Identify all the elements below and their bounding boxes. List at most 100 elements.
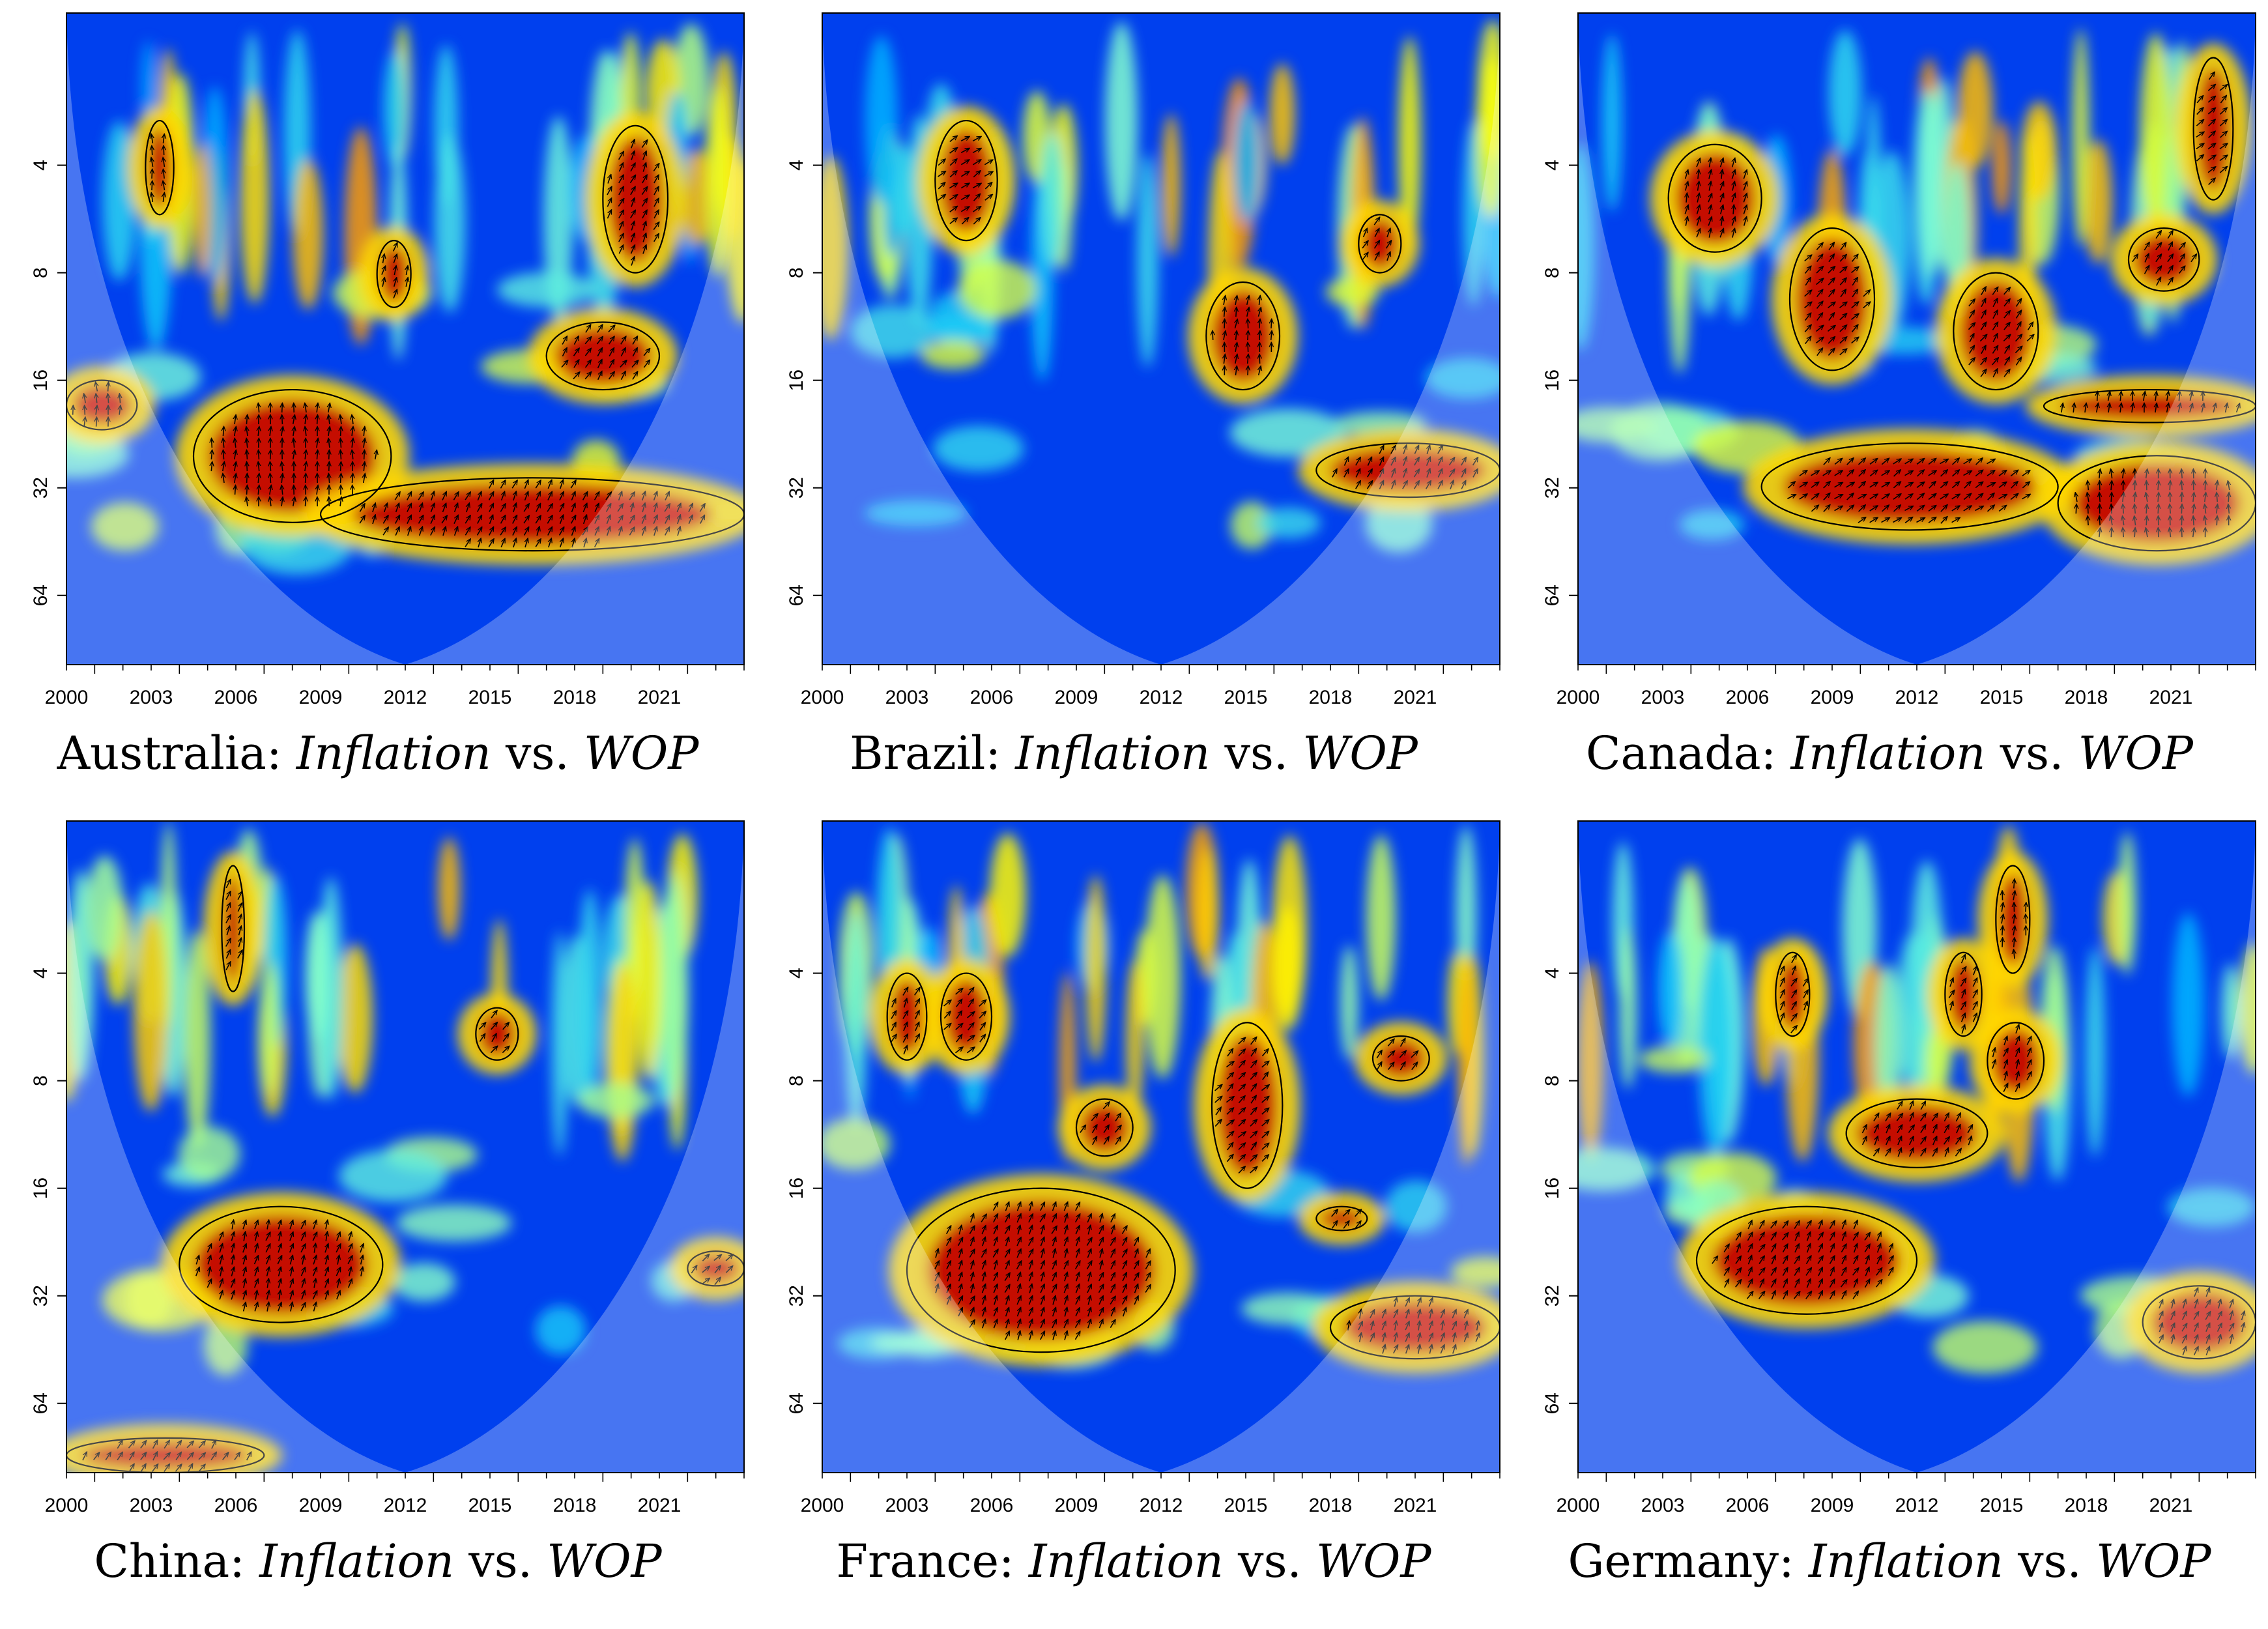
phase-arrow (949, 218, 957, 225)
phase-arrow (632, 336, 637, 345)
phase-arrow (1979, 335, 1987, 342)
y-tick-label: 64 (1542, 584, 1563, 606)
phase-arrow (1981, 311, 1986, 319)
phase-arrow (1980, 369, 1986, 377)
phase-arrow (558, 527, 564, 536)
power-patch (850, 304, 934, 358)
phase-arrow (1951, 506, 1960, 512)
phase-arrow (270, 497, 271, 507)
phase-arrow (608, 372, 614, 380)
phase-arrow (1732, 170, 1735, 179)
caption-var1: Inflation (259, 1535, 454, 1588)
y-tick-label: 64 (30, 584, 51, 606)
significance-contour (1205, 281, 1281, 391)
phase-arrow (476, 504, 482, 512)
phase-arrow (258, 485, 259, 495)
phase-arrow (1827, 326, 1835, 332)
phase-arrow (960, 149, 969, 154)
phase-arrow (1823, 493, 1830, 500)
phase-arrow (1951, 470, 1959, 477)
phase-arrow (641, 140, 647, 149)
phase-arrow (2134, 493, 2135, 502)
power-streak (1658, 930, 1684, 1048)
phase-arrow (1259, 354, 1260, 364)
caption-var1: Inflation (296, 727, 491, 780)
phase-arrow (246, 439, 248, 448)
phase-arrow (1987, 505, 1994, 512)
y-axis: 4 8 16 32 64 (786, 968, 822, 1414)
power-patch (338, 1149, 448, 1202)
y-tick-label: 8 (1542, 1075, 1563, 1086)
phase-arrow (984, 195, 992, 201)
phase-arrow (282, 415, 283, 425)
phase-arrow (2088, 493, 2089, 502)
x-tick-label: 2006 (970, 687, 1014, 708)
phase-arrow (1224, 308, 1225, 317)
region-core (1675, 152, 1755, 244)
phase-arrow (1928, 517, 1936, 524)
phase-arrow (408, 527, 410, 536)
phase-arrow (1940, 517, 1947, 524)
phase-arrow (1247, 308, 1249, 317)
phase-arrow (317, 439, 318, 448)
phase-arrow (1379, 481, 1383, 489)
power-streak (704, 84, 730, 278)
phase-arrow (235, 450, 236, 460)
phase-arrow (609, 360, 614, 368)
phase-arrow (2022, 482, 2030, 489)
phase-arrow (1840, 289, 1846, 298)
phase-arrow (547, 515, 552, 524)
power-streak (865, 35, 898, 204)
x-tick-label: 2003 (130, 687, 173, 708)
phase-arrow (2167, 392, 2168, 401)
phase-arrow (2022, 495, 2030, 500)
phase-arrow (1881, 494, 1889, 500)
phase-arrow (1975, 494, 1983, 500)
region-core (1960, 281, 2032, 381)
phase-arrow (1904, 459, 1913, 465)
y-tick-label: 16 (786, 1177, 807, 1199)
caption-vs: vs. (1210, 727, 1303, 780)
phase-arrow (489, 527, 494, 536)
phase-arrow (373, 504, 375, 513)
phase-arrow (609, 337, 614, 345)
panel-caption: Germany: Inflation vs. WOP (1512, 1535, 2267, 1588)
phase-arrow (1998, 482, 2006, 488)
x-axis: 2000 2003 2006 2009 2012 2015 2018 2021 (801, 665, 1500, 708)
phase-arrow (1472, 457, 1478, 466)
power-streak (194, 143, 212, 278)
power-streak (1366, 835, 1396, 1001)
phase-arrow (973, 171, 980, 178)
phase-arrow (2178, 403, 2180, 413)
phase-arrow (2026, 335, 2033, 341)
phase-arrow (1858, 505, 1865, 512)
phase-arrow (949, 195, 958, 201)
phase-arrow (317, 485, 318, 495)
phase-arrow (584, 349, 590, 356)
phase-arrow (73, 406, 74, 415)
phase-arrow (1437, 457, 1442, 466)
phase-arrow (281, 497, 283, 507)
phase-arrow (1698, 170, 1699, 179)
phase-arrow (1403, 446, 1406, 455)
phase-arrow (1916, 459, 1924, 465)
phase-arrow (1721, 170, 1723, 179)
phase-arrow (1426, 481, 1431, 489)
phase-arrow (1805, 337, 1811, 345)
phase-arrow (1881, 518, 1889, 523)
phase-arrow (373, 515, 375, 525)
phase-arrow (477, 515, 481, 524)
phase-arrow (961, 218, 968, 225)
phase-arrow (1721, 217, 1723, 226)
phase-arrow (163, 134, 164, 144)
phase-arrow (1881, 483, 1889, 488)
x-tick-label: 2000 (801, 687, 844, 708)
phase-arrow (1992, 310, 1998, 319)
phase-arrow (2022, 470, 2030, 476)
phase-arrow (2134, 516, 2136, 526)
phase-arrow (1709, 229, 1711, 238)
phase-arrow (619, 492, 622, 501)
x-axis: 2000 2003 2006 2009 2012 2015 2018 2021 (45, 1473, 745, 1516)
phase-arrow (2111, 528, 2112, 538)
significance-contour (1358, 214, 1402, 274)
